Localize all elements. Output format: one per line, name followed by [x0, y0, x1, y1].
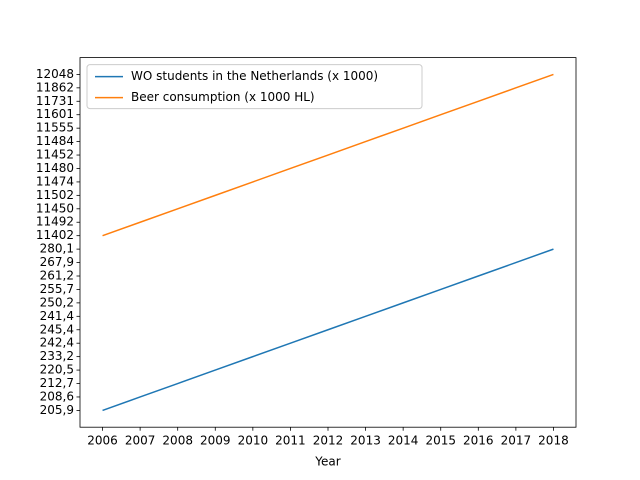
y-tick-label: 250,2: [40, 295, 74, 309]
y-tick-label: 11862: [36, 80, 74, 94]
legend-box: [86, 64, 423, 110]
y-tick-label: 261,2: [40, 269, 74, 283]
y-tick-label: 11492: [36, 215, 74, 229]
x-tick-label: 2017: [501, 434, 532, 448]
y-tick-label: 11555: [36, 121, 74, 135]
y-tick-label: 11484: [36, 134, 74, 148]
x-tick-label: 2011: [275, 434, 306, 448]
x-tick-label: 2012: [313, 434, 344, 448]
y-tick-label: 255,7: [40, 282, 74, 296]
y-tick-label: 242,4: [40, 336, 74, 350]
y-tick-label: 11502: [36, 188, 74, 202]
y-tick-label: 11452: [36, 148, 74, 162]
y-tick-label: 11402: [36, 228, 74, 242]
series-line: [102, 248, 554, 412]
x-tick-label: 2008: [162, 434, 193, 448]
y-tick-label: 11450: [36, 201, 74, 215]
x-tick-label: 2016: [463, 434, 494, 448]
y-tick-label: 208,6: [40, 389, 74, 403]
x-tick-label: 2014: [388, 434, 419, 448]
y-tick-label: 205,9: [40, 403, 74, 417]
y-tick-label: 11474: [36, 174, 74, 188]
y-tick-label: 267,9: [40, 255, 74, 269]
y-tick-label: 11480: [36, 161, 74, 175]
y-tick-label: 11601: [36, 107, 74, 121]
x-axis-label: Year: [314, 455, 340, 469]
x-tick-label: 2013: [350, 434, 381, 448]
y-tick-label: 12048: [36, 67, 74, 81]
x-tick-label: 2018: [538, 434, 569, 448]
x-tick-label: 2007: [125, 434, 156, 448]
x-tick-label: 2015: [425, 434, 456, 448]
legend-label: WO students in the Netherlands (x 1000): [131, 69, 378, 83]
y-tick-label: 245,4: [40, 322, 74, 336]
x-tick-label: 2009: [200, 434, 231, 448]
y-tick-label: 212,7: [40, 376, 74, 390]
legend-label: Beer consumption (x 1000 HL): [131, 90, 315, 104]
y-tick-label: 241,4: [40, 309, 74, 323]
x-tick-label: 2006: [87, 434, 118, 448]
series-line: [102, 73, 554, 237]
plot-frame: [79, 57, 577, 428]
y-tick-label: 220,5: [40, 363, 74, 377]
y-tick-label: 233,2: [40, 349, 74, 363]
x-tick-label: 2010: [238, 434, 269, 448]
y-tick-label: 280,1: [40, 242, 74, 256]
y-tick-label: 11731: [36, 94, 74, 108]
